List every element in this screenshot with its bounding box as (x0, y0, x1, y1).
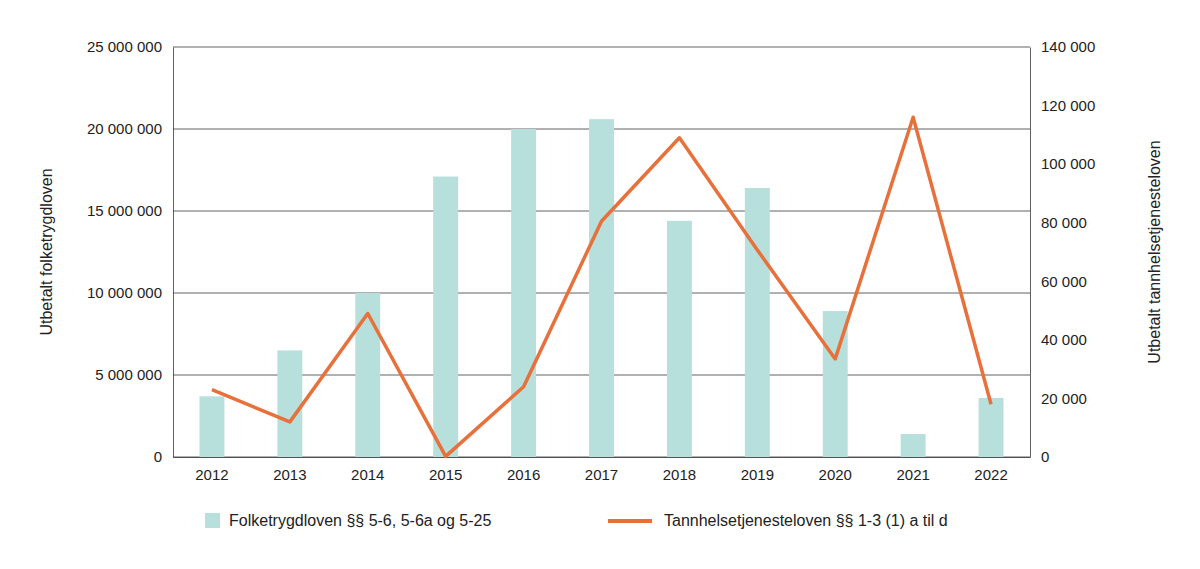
tick-label: 140 000 (1041, 38, 1095, 55)
tick-label: 2013 (273, 466, 306, 483)
tick-label: 2014 (351, 466, 384, 483)
tick-label: 120 000 (1041, 97, 1095, 114)
tick-label: 2020 (819, 466, 852, 483)
line (212, 117, 991, 456)
y-axis-title: Utbetalt folketrygdloven (38, 168, 55, 335)
tick-label: 2015 (429, 466, 462, 483)
tick: 2019 (741, 457, 774, 483)
bar (667, 221, 692, 457)
tick: 120 000 (1030, 97, 1095, 114)
tick: 15 000 000 (87, 202, 173, 219)
tick-label: 100 000 (1041, 155, 1095, 172)
tick: 140 000 (1030, 38, 1095, 55)
bar (433, 177, 458, 457)
tick: 5 000 000 (95, 366, 173, 383)
tick: 25 000 000 (87, 38, 173, 55)
tick-label: 2012 (195, 466, 228, 483)
bar (199, 396, 224, 457)
bar (277, 350, 302, 457)
tick-label: 0 (1041, 448, 1049, 465)
legend-swatch (608, 519, 652, 523)
tick-label: 2019 (741, 466, 774, 483)
plot-area (199, 117, 1003, 457)
tick-label: 20 000 (1041, 390, 1087, 407)
tick: 20 000 000 (87, 120, 173, 137)
tick: 0 (1030, 448, 1049, 465)
tick-label: 2017 (585, 466, 618, 483)
tick-label: 2022 (974, 466, 1007, 483)
tick: 100 000 (1030, 155, 1095, 172)
tick: 2018 (663, 457, 696, 483)
tick: 2016 (507, 457, 540, 483)
tick-label: 25 000 000 (87, 38, 162, 55)
tick: 2021 (896, 457, 929, 483)
tick-label: 20 000 000 (87, 120, 162, 137)
bar (355, 293, 380, 457)
tick: 2013 (273, 457, 306, 483)
legend-label: Tannhelsetjenesteloven §§ 1-3 (1) a til … (664, 512, 948, 529)
y2-axis: 0 20 000 40 000 60 000 80 000 100 000 120 000 1… (1030, 38, 1095, 465)
axis-line (174, 457, 1031, 458)
chart: 0 5 000 000 10 000 000 15 000 000 20 000 000… (0, 0, 1200, 569)
axis-line (1030, 48, 1031, 458)
tick-label: 40 000 (1041, 331, 1087, 348)
tick-label: 15 000 000 (87, 202, 162, 219)
tick-label: 5 000 000 (95, 366, 162, 383)
legend-label: Folketrygdloven §§ 5-6, 5-6a og 5-25 (229, 512, 491, 529)
legend-swatch (205, 513, 220, 528)
tick: 60 000 (1030, 273, 1087, 290)
bar (901, 434, 926, 457)
tick: 2015 (429, 457, 462, 483)
legend: Folketrygdloven §§ 5-6, 5-6a og 5-25 Tann… (205, 512, 948, 529)
tick: 2017 (585, 457, 618, 483)
bar (589, 119, 614, 457)
grid-line (173, 47, 1030, 48)
axis-line (173, 48, 174, 458)
tick-label: 2021 (896, 466, 929, 483)
tick: 40 000 (1030, 331, 1087, 348)
bar (979, 398, 1004, 457)
tick: 2020 (819, 457, 852, 483)
grid (173, 47, 1030, 457)
tick: 2012 (195, 457, 228, 483)
tick-label: 0 (154, 448, 162, 465)
tick: 0 (154, 448, 173, 465)
tick-label: 2016 (507, 466, 540, 483)
tick-label: 80 000 (1041, 214, 1087, 231)
tick: 10 000 000 (87, 284, 173, 301)
tick-label: 2018 (663, 466, 696, 483)
tick: 2014 (351, 457, 384, 483)
y2-axis-title: Utbetalt tannhelsetjenesteloven (1146, 140, 1163, 363)
x-axis: 2012 2013 2014 2015 2016 2017 2018 2019 2020 2021… (174, 457, 1031, 483)
tick: 2022 (974, 457, 1007, 483)
tick-label: 60 000 (1041, 273, 1087, 290)
tick: 20 000 (1030, 390, 1087, 407)
tick-label: 10 000 000 (87, 284, 162, 301)
bar (511, 129, 536, 457)
y-axis: 0 5 000 000 10 000 000 15 000 000 20 000 000… (87, 38, 174, 465)
bar (745, 188, 770, 457)
tick: 80 000 (1030, 214, 1087, 231)
